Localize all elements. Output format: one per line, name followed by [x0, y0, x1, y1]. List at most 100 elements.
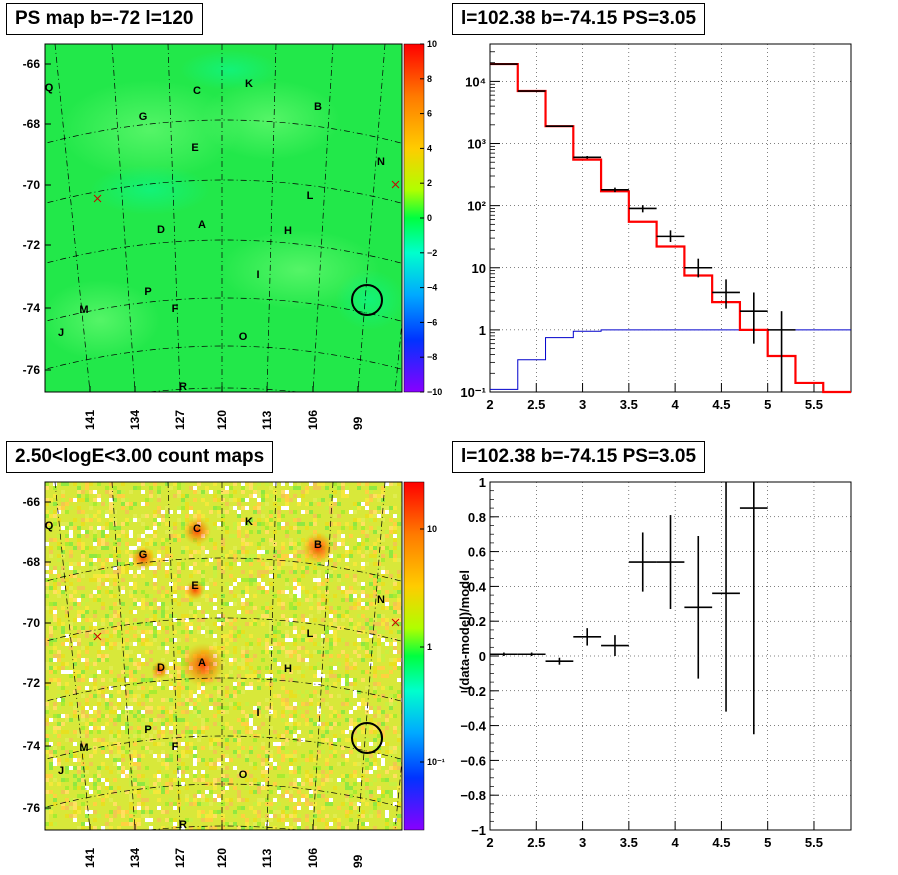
- longitude-line: [394, 318, 402, 392]
- x-tick-label: 2.5: [527, 835, 545, 850]
- x-tick-label: 113: [260, 410, 274, 430]
- y-tick-label: −0.2: [460, 684, 486, 699]
- source-label: L: [307, 190, 314, 202]
- source-label: K: [245, 516, 253, 528]
- y-tick-label: 10²: [467, 199, 486, 214]
- longitude-line: [357, 482, 386, 830]
- latitude-line: [45, 677, 402, 702]
- count-map-coordinate-grid: [45, 482, 402, 830]
- x-tick-label: 4.5: [712, 397, 730, 412]
- x-tick-label: 4.5: [712, 835, 730, 850]
- ps-map-source-labels: Q C K B G E N L A D H I P F M J O R: [45, 78, 385, 393]
- count-map-title: 2.50<logE<3.00 count maps: [6, 441, 274, 473]
- x-tick-label: 141: [83, 410, 97, 430]
- y-tick-label: 0.8: [468, 510, 486, 525]
- source-label: D: [157, 224, 165, 236]
- count-map-cross-marks: [93, 618, 400, 641]
- source-label: I: [256, 707, 259, 719]
- latitude-line: [45, 119, 402, 144]
- x-tick-label: 3.5: [620, 835, 638, 850]
- count-map-panel: Q C K B G E N L A D H I P F M J O R -66 -68 -70 -72 -74 -76 141…: [23, 481, 445, 868]
- longitude-line: [111, 482, 136, 830]
- colorbar-tick-label: 4: [427, 143, 432, 153]
- y-tick-label: 10: [472, 261, 486, 276]
- latitude-line: [45, 239, 402, 264]
- count-map-pixels: [45, 482, 402, 830]
- x-tick-label: 4: [672, 835, 680, 850]
- spectrum-chart: 2 2.5 3 3.5 4 4.5 5 5.5 10⁻¹ 1 10 10² 10³ 10⁴: [460, 43, 852, 412]
- ps-map-cross-marks: [93, 180, 400, 203]
- longitude-line: [266, 44, 277, 392]
- colorbar-tick-label: −6: [427, 317, 437, 327]
- x-tick-label: 5.5: [805, 397, 823, 412]
- y-tick-label: -74: [23, 301, 41, 315]
- source-label: R: [179, 381, 187, 393]
- source-label: N: [377, 594, 385, 606]
- longitude-line: [54, 482, 91, 830]
- y-tick-label: -68: [23, 555, 41, 569]
- x-tick-label: 3.5: [620, 397, 638, 412]
- source-label: J: [58, 327, 64, 339]
- source-label: E: [191, 142, 198, 154]
- source-label: M: [79, 304, 88, 316]
- longitude-line: [167, 44, 181, 392]
- latitude-line: [45, 617, 402, 642]
- source-label: E: [191, 580, 198, 592]
- colorbar-tick-label: 8: [427, 74, 432, 84]
- source-label: G: [139, 549, 148, 561]
- source-label: C: [193, 523, 201, 535]
- longitude-line: [266, 482, 277, 830]
- source-label: N: [377, 156, 385, 168]
- count-map-frame: [44, 481, 403, 831]
- latitude-line: [45, 735, 402, 760]
- source-label: K: [245, 78, 253, 90]
- ps-map-target-circle: [351, 284, 383, 316]
- y-tick-label: −0.8: [460, 788, 486, 803]
- colorbar-tick-label: −2: [427, 248, 437, 258]
- residual-y-axis-label: (data-model)/model: [457, 570, 472, 690]
- source-label: M: [79, 742, 88, 754]
- latitude-line: [45, 345, 402, 370]
- y-tick-label: −0.6: [460, 753, 486, 768]
- x-tick-label: 127: [173, 410, 187, 430]
- x-tick-label: 134: [128, 848, 142, 868]
- source-label: L: [307, 628, 314, 640]
- y-tick-label: 10⁴: [465, 74, 486, 89]
- y-tick-label: -74: [23, 739, 41, 753]
- colorbar-tick-label: 2: [427, 178, 432, 188]
- latitude-line: [45, 179, 402, 204]
- x-tick-label: 106: [306, 848, 320, 868]
- colorbar-tick-label: 0: [427, 213, 432, 223]
- x-tick-label: 127: [173, 848, 187, 868]
- ps-map-colorbar-ticks: 10 8 6 4 2 0 −2 −4 −6 −8 −10: [420, 39, 442, 397]
- count-map-source-labels: Q C K B G E N L A D H I P F M J O R: [45, 516, 385, 831]
- count-map-axes: -66 -68 -70 -72 -74 -76 141 134 127 120 113 106 99: [23, 495, 365, 868]
- ps-map-axes: -66 -68 -70 -72 -74 -76 141 134 127 120 113 106 99: [23, 57, 365, 430]
- longitude-line: [357, 44, 386, 392]
- source-label: A: [198, 657, 206, 669]
- y-tick-label: -70: [23, 178, 41, 192]
- y-tick-label: -66: [23, 57, 41, 71]
- y-tick-label: 1: [479, 475, 486, 490]
- latitude-line: [45, 557, 402, 582]
- spectrum-title: l=102.38 b=-74.15 PS=3.05: [452, 3, 706, 35]
- latitude-line: [45, 297, 402, 322]
- x-tick-label: 5: [764, 835, 771, 850]
- y-tick-label: −0.4: [460, 719, 486, 734]
- source-label: D: [157, 662, 165, 674]
- latitude-line: [45, 783, 402, 808]
- y-tick-label: -72: [23, 238, 41, 252]
- y-tick-label: -68: [23, 117, 41, 131]
- source-label: J: [58, 765, 64, 777]
- colorbar-tick-label: 10: [427, 524, 437, 534]
- source-label: B: [314, 101, 322, 113]
- ps-map-frame: [44, 43, 403, 393]
- count-map-colorbar-ticks: 10 1 10⁻¹: [420, 524, 445, 767]
- y-tick-label: 10⁻¹: [460, 385, 486, 400]
- ps-map-panel: Q C K B G E N L A D H I P F M J O R -66 -68 -70 -72 -74 -76 141…: [23, 39, 443, 430]
- x-tick-label: 99: [351, 854, 365, 868]
- y-tick-label: -72: [23, 676, 41, 690]
- count-map-target-circle: [351, 722, 383, 754]
- residual-chart: 2 2.5 3 3.5 4 4.5 5 5.5 1 0.8 0.6 0.4 0.2 0 −0.2 −0.4 −0…: [457, 475, 852, 850]
